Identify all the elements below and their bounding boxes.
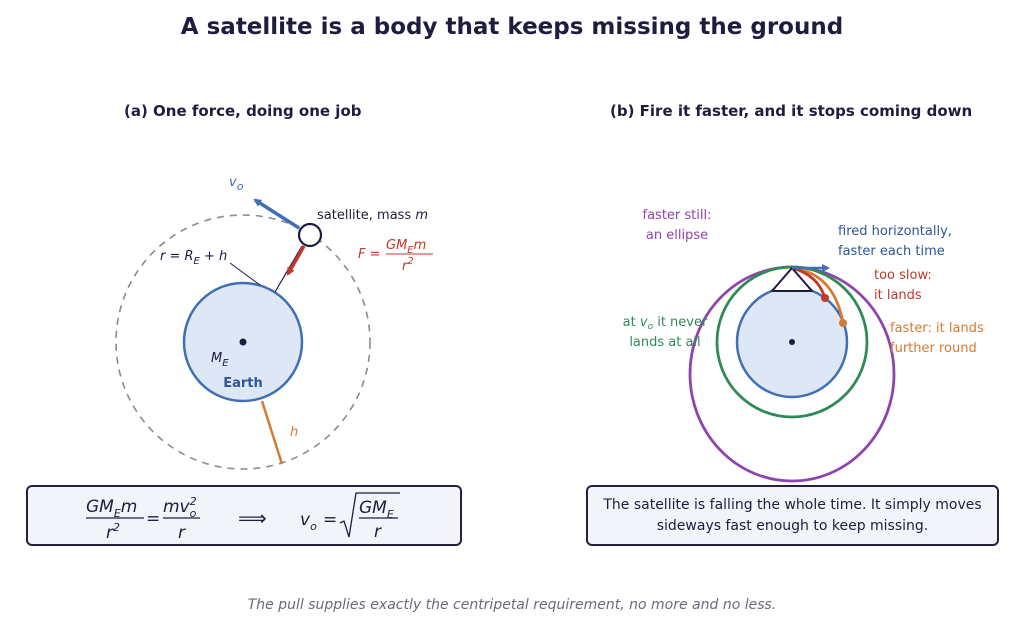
force-label: F = GMEm r2 <box>358 238 433 274</box>
equation: GMEm r2 = mv2 o r ⟹ vo = GME r <box>86 492 400 543</box>
sqrt-icon <box>339 492 400 538</box>
footer-caption: The pull supplies exactly the centripeta… <box>247 597 777 613</box>
force-numerator: GMEm <box>386 238 426 256</box>
fired-label-2: faster each time <box>838 244 945 259</box>
slow-label-2: it lands <box>874 288 922 303</box>
panel-b-diagram: faster still: an ellipse fired horizonta… <box>623 208 984 483</box>
equation-box: GMEm r2 = mv2 o r ⟹ vo = GME r <box>26 485 462 546</box>
faster-label-2: further round <box>890 341 977 356</box>
radius-label: r = RE + h <box>160 249 227 267</box>
earth-center <box>239 338 247 346</box>
satellite-label: satellite, mass m <box>317 208 428 223</box>
planet-center <box>789 339 795 345</box>
satellite <box>297 222 323 248</box>
panel-b-title: (b) Fire it faster, and it stops coming … <box>610 102 973 120</box>
altitude-label: h <box>290 425 298 440</box>
earth-mass-label: ME <box>211 351 229 369</box>
circle-label-1: at vo it never <box>623 315 708 332</box>
earth-label: Earth <box>223 376 263 391</box>
main-title: A satellite is a body that keeps missing… <box>180 14 844 40</box>
velocity-arrow <box>253 198 300 230</box>
faster-landing-point <box>839 319 847 327</box>
equation-rhs-numerator: mv2 o <box>163 495 197 520</box>
slow-landing-point <box>821 294 829 302</box>
slow-label-1: too slow: <box>874 268 932 283</box>
implies-symbol: ⟹ <box>238 506 267 530</box>
explanation-text: The satellite is falling the whole time.… <box>603 497 982 534</box>
force-label-lhs: F = <box>358 247 381 262</box>
explanation-box: The satellite is falling the whole time.… <box>586 485 999 546</box>
ellipse-label-2: an ellipse <box>646 228 708 243</box>
altitude-line <box>260 400 284 465</box>
equation-equals: = <box>146 509 160 529</box>
result-lhs: vo <box>300 510 317 533</box>
fired-label-1: fired horizontally, <box>838 224 952 239</box>
faster-label-1: faster: it lands <box>890 321 984 336</box>
velocity-label: vo <box>229 175 244 193</box>
ellipse-label-1: faster still: <box>643 208 712 223</box>
radius-line <box>274 245 303 293</box>
result-denominator: r <box>374 522 382 542</box>
panel-a-diagram: vo satellite, mass m r = RE + h F = GMEm… <box>115 175 433 470</box>
mountain-icon <box>771 267 813 292</box>
result-numerator: GME <box>359 498 394 521</box>
radius-label-leader <box>229 262 261 286</box>
panel-a-title: (a) One force, doing one job <box>124 102 362 120</box>
equation-rhs-denominator: r <box>178 523 186 543</box>
circle-label-2: lands at all <box>629 335 700 350</box>
equation-lhs-denominator: r2 <box>106 521 120 543</box>
force-denominator: r2 <box>402 256 414 274</box>
result-equals: = <box>323 510 337 530</box>
orbit-path <box>115 214 371 470</box>
equation-lhs-numerator: GMEm <box>86 497 137 520</box>
force-arrow <box>286 245 306 276</box>
